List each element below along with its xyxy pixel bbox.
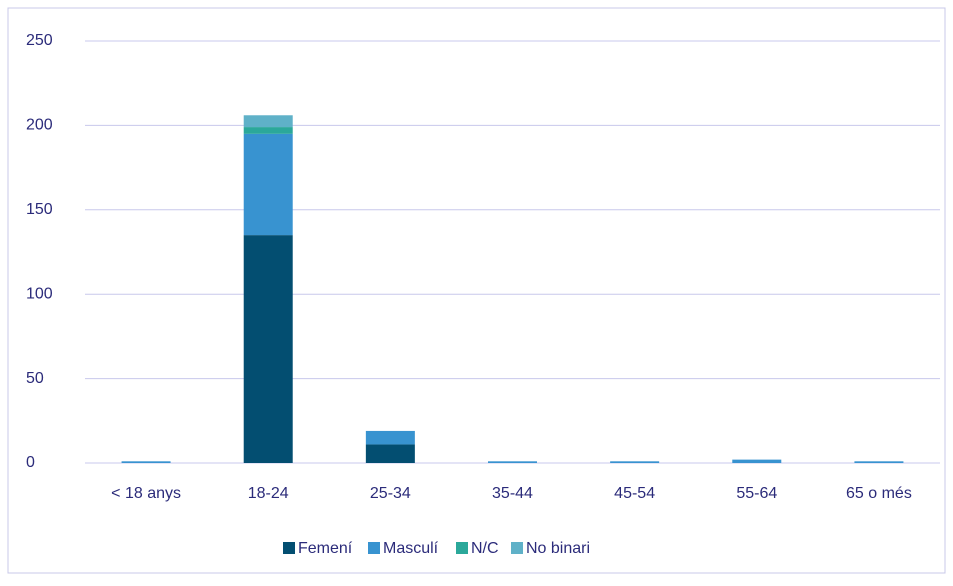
bar-segment (365, 444, 415, 463)
legend-swatch (511, 542, 523, 554)
bar-segment (610, 461, 660, 463)
bar-segment (243, 133, 293, 236)
x-tick-label: 65 o més (846, 485, 912, 502)
x-tick-label: 35-44 (492, 485, 533, 502)
y-tick-label: 0 (26, 454, 35, 471)
bar-segment (854, 461, 904, 463)
bar-segment (365, 430, 415, 445)
bar-segment (121, 461, 171, 463)
bar-segment (243, 127, 293, 134)
y-tick-label: 150 (26, 201, 53, 218)
x-tick-label: < 18 anys (111, 485, 181, 502)
y-tick-label: 100 (26, 285, 53, 302)
legend-swatch (456, 542, 468, 554)
legend-swatch (283, 542, 295, 554)
legend-label: No binari (526, 540, 590, 557)
bar-segment (488, 461, 537, 463)
x-tick-label: 25-34 (370, 485, 411, 502)
y-tick-label: 250 (26, 32, 53, 49)
x-tick-label: 45-54 (614, 485, 655, 502)
chart-border (7, 7, 946, 574)
bar-segment (243, 235, 293, 463)
x-tick-label: 55-64 (736, 485, 777, 502)
legend-swatch (368, 542, 380, 554)
bar-segment (732, 459, 782, 463)
y-tick-label: 200 (26, 117, 53, 134)
legend-label: Femení (298, 540, 353, 557)
y-tick-label: 50 (26, 370, 44, 387)
bar-segment (243, 115, 293, 128)
x-tick-label: 18-24 (248, 485, 289, 502)
legend-label: Masculí (383, 540, 439, 557)
legend-label: N/C (471, 540, 499, 557)
